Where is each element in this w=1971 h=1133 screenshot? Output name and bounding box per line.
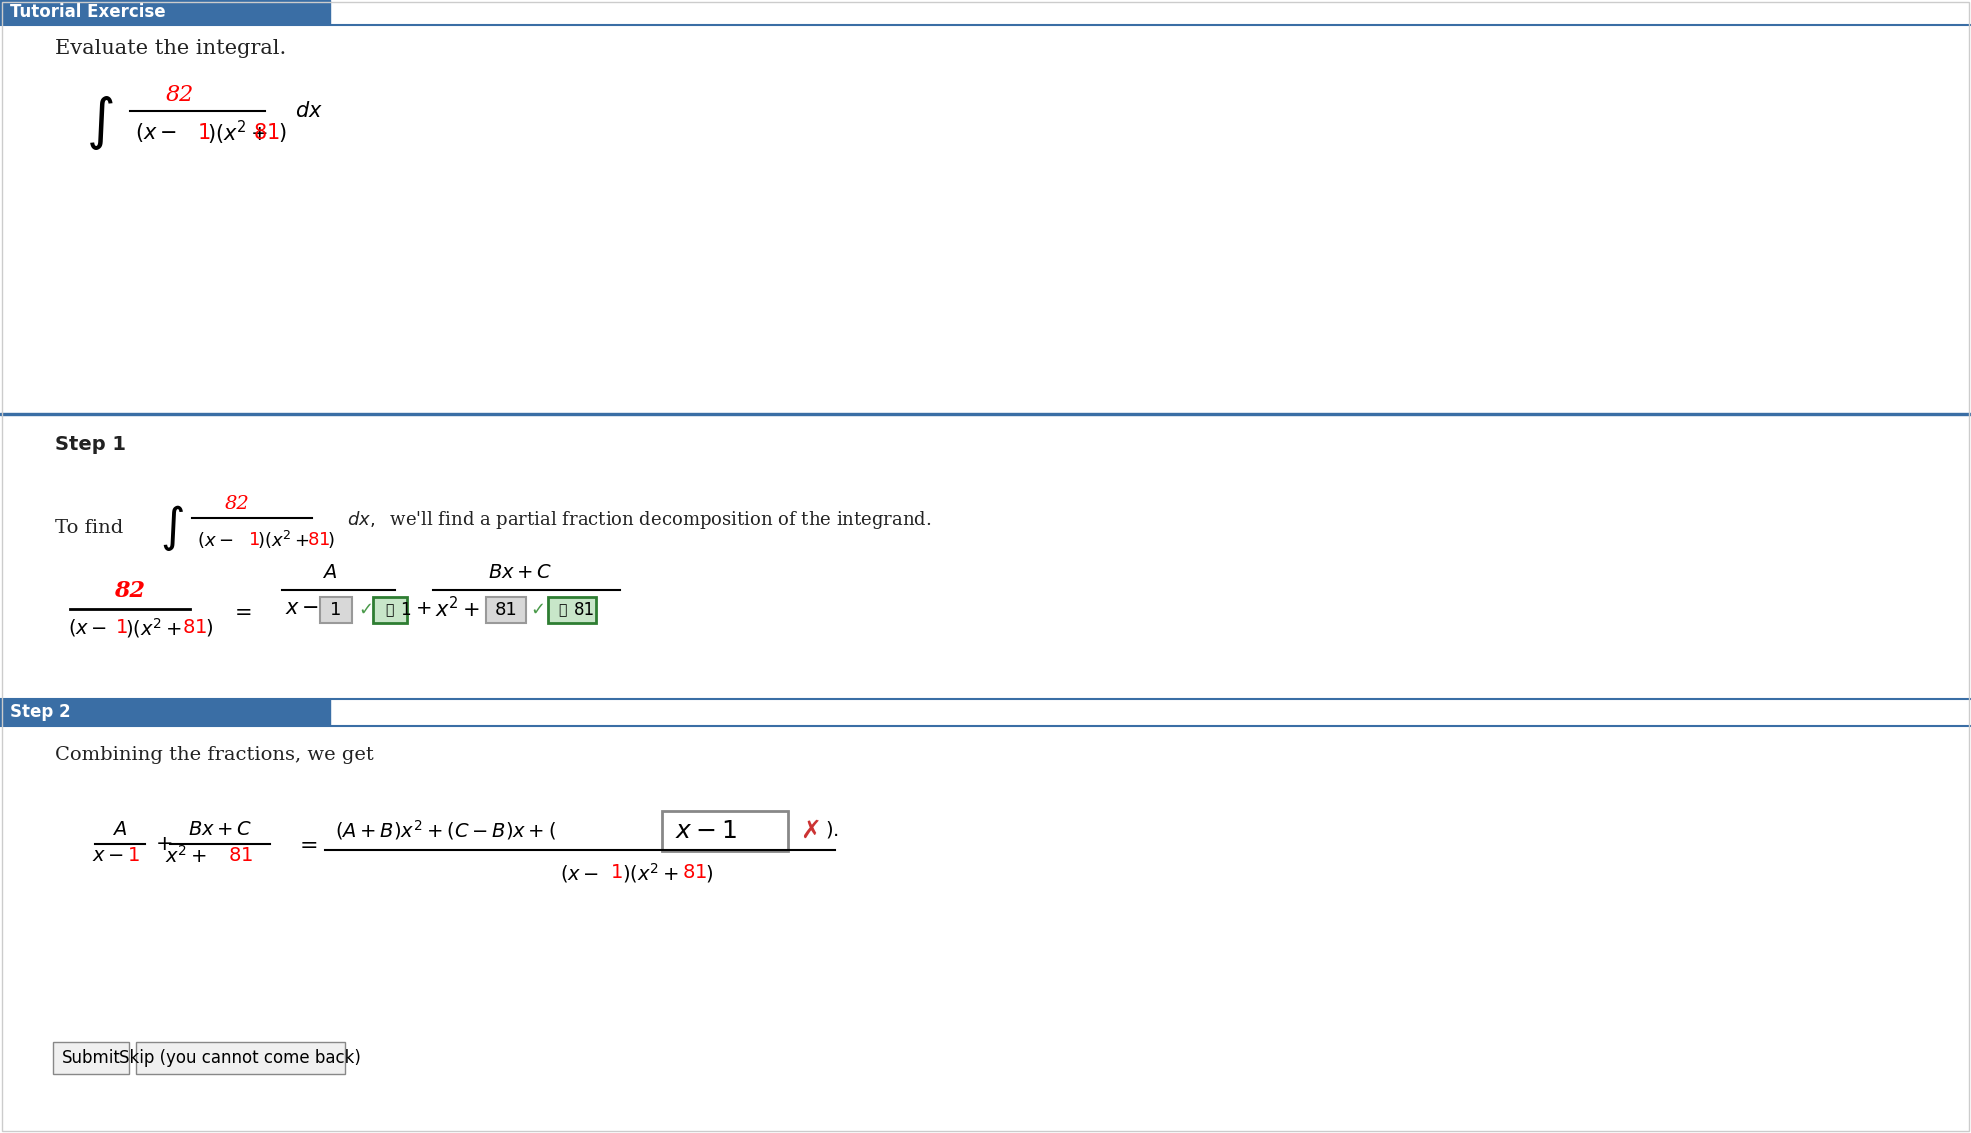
Text: Step 2: Step 2: [10, 702, 71, 721]
Text: $x^2 + $: $x^2 + $: [436, 596, 481, 622]
Text: $Bx + C$: $Bx + C$: [487, 564, 552, 582]
Text: 🔑: 🔑: [384, 603, 394, 617]
Text: Combining the fractions, we get: Combining the fractions, we get: [55, 746, 374, 764]
Text: $(A + B)x^2 + (C - B)x + ($: $(A + B)x^2 + (C - B)x + ($: [335, 818, 556, 842]
Text: Evaluate the integral.: Evaluate the integral.: [55, 39, 286, 58]
Bar: [0, 414, 1971, 415]
Text: $)(x^2 + $: $)(x^2 + $: [256, 529, 309, 551]
Text: $)$: $)$: [327, 530, 335, 550]
Text: $dx,$  we'll find a partial fraction decomposition of the integrand.: $dx,$ we'll find a partial fraction deco…: [347, 509, 932, 531]
Text: $81$: $81$: [307, 531, 331, 550]
Text: $81$: $81$: [181, 619, 207, 637]
Bar: [0, 699, 329, 725]
Text: Tutorial Exercise: Tutorial Exercise: [10, 3, 166, 22]
Text: $=$: $=$: [296, 834, 317, 854]
Text: $)(x^2 + $: $)(x^2 + $: [207, 119, 268, 147]
Text: $)(x^2 + $: $)(x^2 + $: [124, 616, 181, 640]
Text: $(x - $: $(x - $: [560, 862, 599, 884]
Text: $1$: $1$: [114, 619, 128, 637]
Text: $dx$: $dx$: [296, 101, 323, 121]
Text: $x - $: $x - $: [286, 599, 319, 619]
Text: ✓: ✓: [530, 600, 546, 619]
FancyBboxPatch shape: [319, 597, 353, 623]
Text: $)$: $)$: [205, 617, 213, 639]
Text: Skip (you cannot come back): Skip (you cannot come back): [118, 1049, 361, 1067]
Text: $x - 1$: $x - 1$: [674, 819, 737, 843]
Text: $x - $: $x - $: [93, 847, 124, 864]
Text: Step 1: Step 1: [55, 435, 126, 454]
Text: $x^2 + $: $x^2 + $: [166, 845, 207, 867]
FancyBboxPatch shape: [373, 597, 406, 623]
Text: $1$: $1$: [197, 123, 211, 143]
Text: $).$: $).$: [826, 819, 840, 841]
Text: 82: 82: [114, 580, 146, 602]
FancyBboxPatch shape: [487, 597, 526, 623]
Text: $)(x^2 + $: $)(x^2 + $: [623, 861, 680, 885]
Text: 81: 81: [495, 600, 516, 619]
Text: $+$: $+$: [156, 834, 171, 854]
Text: 82: 82: [225, 495, 250, 513]
Text: $\int$: $\int$: [87, 94, 114, 152]
Text: $A$: $A$: [112, 821, 128, 840]
Text: $81$: $81$: [252, 123, 280, 143]
Bar: [0, 25, 1971, 414]
FancyBboxPatch shape: [136, 1042, 345, 1074]
Text: ✓: ✓: [359, 600, 373, 619]
FancyBboxPatch shape: [53, 1042, 128, 1074]
Text: $1$: $1$: [248, 531, 260, 550]
Text: $)$: $)$: [278, 121, 286, 145]
Text: $81$: $81$: [229, 847, 252, 864]
Text: Submit: Submit: [61, 1049, 120, 1067]
Text: $A$: $A$: [323, 564, 337, 582]
Text: 🔑: 🔑: [558, 603, 566, 617]
Text: 81: 81: [574, 600, 595, 619]
Text: $(x - $: $(x - $: [69, 617, 106, 639]
Text: $)$: $)$: [706, 862, 714, 884]
Text: $1$: $1$: [609, 864, 623, 881]
Text: $81$: $81$: [682, 864, 708, 881]
Text: 82: 82: [166, 84, 193, 107]
Bar: [0, 725, 1971, 1133]
Bar: [0, 0, 329, 24]
FancyBboxPatch shape: [662, 811, 788, 851]
FancyBboxPatch shape: [548, 597, 595, 623]
Text: 1: 1: [331, 600, 341, 619]
Text: $1$: $1$: [126, 847, 140, 864]
Text: ✗: ✗: [800, 819, 822, 843]
Text: $\int$: $\int$: [160, 503, 183, 553]
Text: $=$: $=$: [231, 600, 252, 621]
Text: To find: To find: [55, 519, 124, 537]
Text: $Bx + C$: $Bx + C$: [187, 821, 252, 840]
Text: $(x - $: $(x - $: [134, 121, 177, 145]
Text: $+$: $+$: [416, 599, 432, 619]
Text: 1: 1: [400, 600, 410, 619]
Text: $(x - $: $(x - $: [197, 530, 233, 550]
